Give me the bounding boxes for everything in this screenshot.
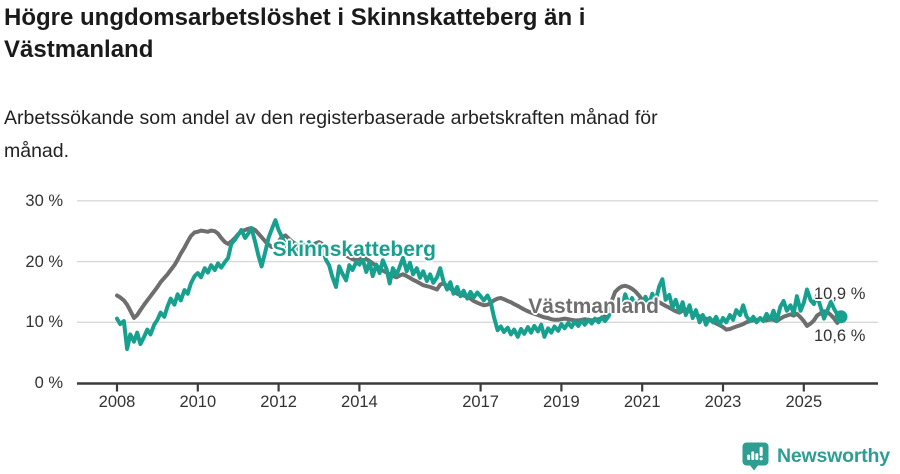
chart-subtitle-line-1: Arbetssökande som andel av den registerb…	[4, 107, 658, 129]
end-value-label-västmanland: 10,6 %	[814, 327, 866, 345]
series-label-västmanland: Västmanland	[528, 295, 659, 319]
x-axis-label-2023: 2023	[704, 393, 742, 411]
x-axis-label-2019: 2019	[543, 393, 580, 411]
series-line-västmanland	[115, 226, 843, 332]
chart-title: Högre ungdomsarbetslöshet i Skinnskatteb…	[4, 2, 864, 66]
chart-title-line-1: Högre ungdomsarbetslöshet i Skinnskatteb…	[4, 4, 586, 31]
y-axis-label-0: 0 %	[34, 374, 63, 392]
brand-name: Newsworthy	[777, 444, 890, 467]
x-axis-label-2014: 2014	[341, 393, 378, 411]
x-axis-label-2010: 2010	[179, 393, 217, 411]
y-axis-label-30: 30 %	[25, 191, 63, 210]
series-end-dot-skinnskatteberg	[834, 310, 848, 324]
x-axis-label-2008: 2008	[98, 393, 136, 411]
newsworthy-brand: Newsworthy	[742, 441, 890, 471]
y-axis-label-10: 10 %	[25, 313, 63, 332]
x-axis-label-2025: 2025	[785, 393, 823, 411]
end-value-label-skinnskatteberg: 10,9 %	[814, 285, 866, 303]
series-line-skinnskatteberg	[115, 218, 843, 351]
newsworthy-logo-icon	[742, 442, 769, 470]
chart-subtitle: Arbetssökande som andel av den registerb…	[4, 102, 864, 168]
series-label-skinnskatteberg: Skinnskatteberg	[272, 238, 436, 261]
chart-subtitle-line-2: månad.	[4, 140, 70, 162]
x-axis-label-2012: 2012	[260, 393, 297, 411]
chart-title-line-2: Västmanland	[4, 36, 154, 63]
x-axis-label-2017: 2017	[462, 393, 499, 411]
y-axis-label-20: 20 %	[25, 252, 63, 271]
x-axis-label-2021: 2021	[623, 393, 661, 411]
